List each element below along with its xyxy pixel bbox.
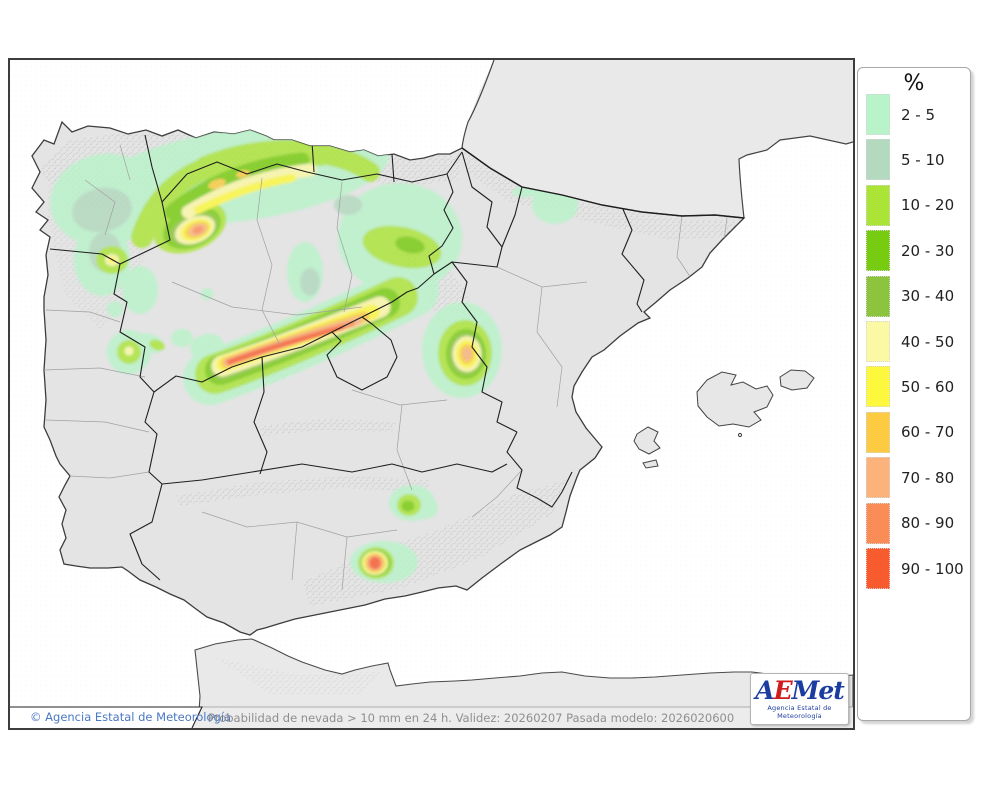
legend-entry: 50 - 60 <box>858 366 955 408</box>
legend-entry: 10 - 20 <box>858 184 955 226</box>
coast-france-mediterranean <box>738 135 853 219</box>
legend-label: 90 - 100 <box>901 559 964 578</box>
probability-blob <box>194 139 332 180</box>
legend-label: 10 - 20 <box>901 196 955 215</box>
legend-swatch <box>866 457 890 499</box>
legend-swatch <box>866 548 890 589</box>
probability-blob <box>164 152 310 220</box>
probability-blob <box>227 325 345 365</box>
probability-blob <box>124 346 134 356</box>
island-ibiza <box>633 426 661 455</box>
legend-label: 2 - 5 <box>901 105 936 124</box>
aemet-logo-text: AEMet <box>751 677 848 704</box>
probability-blob <box>401 500 415 512</box>
legend-panel: % 2 - 5 5 - 10 10 - 20 20 - 30 30 - 40 40 - 5… <box>857 67 971 721</box>
model-run-caption: Probabilidad de nevada > 10 mm en 24 h. … <box>208 711 735 725</box>
footer-strip <box>10 706 853 728</box>
probability-blob <box>149 339 165 351</box>
legend-entry: 60 - 70 <box>858 411 955 453</box>
land-africa <box>194 638 853 728</box>
logo-letter-e: E <box>773 676 793 705</box>
probability-blob <box>122 266 158 314</box>
aemet-logo: AEMet Agencia Estatal de Meteorología <box>750 673 849 725</box>
terrain-rif <box>215 658 380 694</box>
island-cabrera <box>737 432 743 438</box>
legend-swatch <box>866 184 890 226</box>
probability-blob <box>236 170 250 178</box>
legend-swatch <box>866 139 890 181</box>
probability-blob <box>300 268 320 296</box>
logo-letters-met: Met <box>791 676 845 705</box>
legend-label: 40 - 50 <box>901 332 955 351</box>
legend-entry: 90 - 100 <box>858 548 964 589</box>
legend-label: 70 - 80 <box>901 468 955 487</box>
legend-entry: 80 - 90 <box>858 502 955 544</box>
island-menorca <box>779 369 815 391</box>
legend-label: 50 - 60 <box>901 377 955 396</box>
legend-swatch <box>866 321 890 362</box>
legend-swatch <box>866 230 890 272</box>
probability-blob <box>194 174 296 214</box>
pyrenees-border <box>461 147 745 219</box>
province-borders <box>43 144 728 591</box>
probability-blob <box>369 557 381 569</box>
legend-entry: 2 - 5 <box>858 94 935 135</box>
probability-field <box>50 124 578 583</box>
legend-label: 60 - 70 <box>901 423 955 442</box>
legend-label: 5 - 10 <box>901 150 945 169</box>
probability-blob <box>201 288 213 300</box>
legend-swatch <box>866 502 890 544</box>
probability-blob <box>462 347 472 361</box>
probability-blob <box>310 144 380 182</box>
legend-swatch <box>866 94 890 135</box>
legend-swatch <box>866 275 890 317</box>
region-borders <box>49 134 645 581</box>
probability-blob <box>72 187 132 233</box>
legend-entry: 30 - 40 <box>858 275 955 317</box>
probability-blob <box>208 178 226 190</box>
legend-entry: 40 - 50 <box>858 321 954 362</box>
copyright-text: © Agencia Estatal de Meteorología <box>30 710 232 724</box>
island-mallorca <box>696 371 774 428</box>
legend-entry: 20 - 30 <box>858 230 955 272</box>
land-france <box>462 60 853 218</box>
legend-title: % <box>903 71 925 96</box>
island-formentera <box>642 459 659 469</box>
probability-blob <box>192 226 204 234</box>
balearic-islands <box>633 369 815 469</box>
probability-blob <box>334 195 362 215</box>
probability-blob <box>171 329 193 347</box>
coast-france-atlantic <box>461 60 495 149</box>
probability-blob <box>107 301 123 317</box>
legend-label: 30 - 40 <box>901 287 955 306</box>
legend-swatch <box>866 411 890 453</box>
legend-entry: 70 - 80 <box>858 457 955 499</box>
map-canvas <box>10 60 853 728</box>
probability-blob <box>395 236 425 254</box>
logo-letter-a: A <box>755 676 774 705</box>
aemet-logo-subtitle: Agencia Estatal de Meteorología <box>767 704 832 720</box>
legend-entry: 5 - 10 <box>858 139 945 181</box>
legend-label: 80 - 90 <box>901 514 955 533</box>
legend-swatch <box>866 366 890 408</box>
legend-label: 20 - 30 <box>901 241 955 260</box>
map-frame: © Agencia Estatal de Meteorología Probab… <box>8 58 855 730</box>
